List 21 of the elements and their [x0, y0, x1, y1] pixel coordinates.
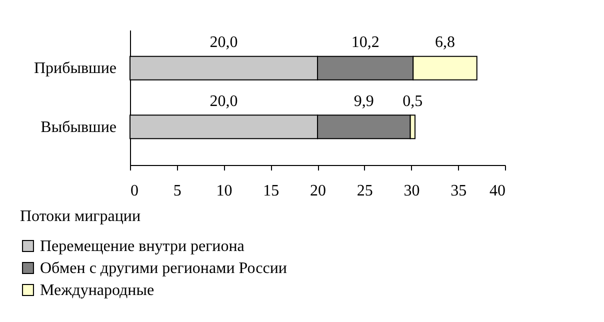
x-tick-label: 30 [404, 182, 420, 200]
data-label: 9,9 [354, 92, 374, 110]
x-tick-label: 35 [450, 182, 467, 200]
x-tick-label: 0 [130, 182, 138, 200]
y-tick-label: Выбывшие [40, 118, 116, 136]
y-tick-label: Прибывшие [34, 60, 116, 78]
x-tick-label: 15 [263, 182, 280, 200]
legend-label: Обмен с другими регионами России [40, 260, 288, 277]
legend-label: Международные [40, 282, 154, 299]
data-label: 10,2 [351, 34, 380, 52]
legend-label: Перемещение внутри региона [40, 238, 244, 255]
data-label: 20,0 [210, 34, 238, 52]
x-tick-label: 5 [173, 182, 182, 200]
data-label: 20,0 [210, 92, 238, 110]
legend-title: Потоки миграции [20, 208, 141, 225]
data-label: 0,5 [402, 92, 423, 110]
x-tick-label: 25 [356, 182, 373, 200]
x-tick-label: 20 [310, 182, 326, 200]
data-label: 6,8 [435, 34, 455, 52]
x-tick-label: 40 [490, 182, 506, 200]
x-tick-label: 10 [216, 182, 232, 200]
